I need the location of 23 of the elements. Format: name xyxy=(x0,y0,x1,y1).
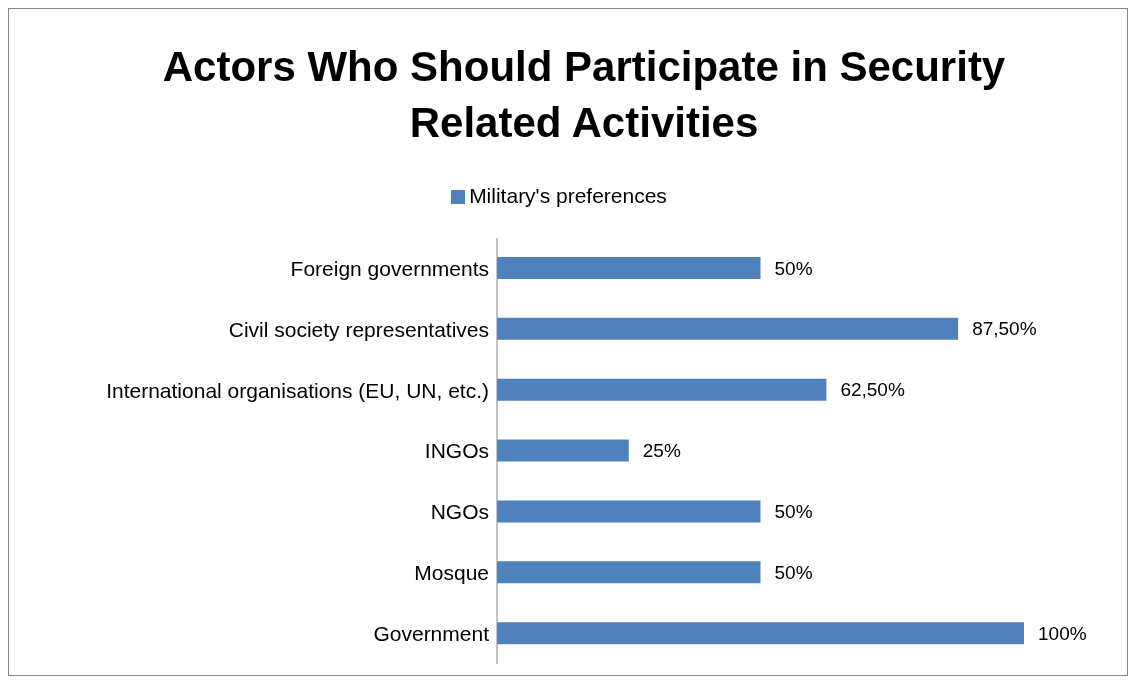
y-tick-label: NGOs xyxy=(430,500,489,524)
y-tick-label: INGOs xyxy=(424,439,489,463)
bar xyxy=(497,561,761,584)
bar xyxy=(497,317,959,340)
bar xyxy=(497,622,1024,645)
data-label: 87,50% xyxy=(972,318,1037,340)
y-tick-label: Mosque xyxy=(414,561,489,585)
bar xyxy=(497,500,761,523)
bar xyxy=(497,257,761,279)
bar xyxy=(497,439,629,462)
bar xyxy=(497,378,827,401)
data-label: 50% xyxy=(774,500,813,522)
y-tick-label: Civil society representatives xyxy=(228,317,489,341)
data-label: 62,50% xyxy=(840,379,905,401)
y-tick-label: Foreign governments xyxy=(290,256,489,280)
y-tick-label: International organisations (EU, UN, etc.) xyxy=(106,378,489,402)
legend-label: Military's preferences xyxy=(469,184,667,207)
data-label: 25% xyxy=(642,440,681,462)
chart-title: Actors Who Should Participate in Security Related Activities xyxy=(161,42,1007,148)
y-tick-label: Government xyxy=(373,622,490,646)
data-label: 50% xyxy=(774,561,813,583)
data-label: 100% xyxy=(1038,622,1087,644)
data-label: 50% xyxy=(774,257,813,279)
